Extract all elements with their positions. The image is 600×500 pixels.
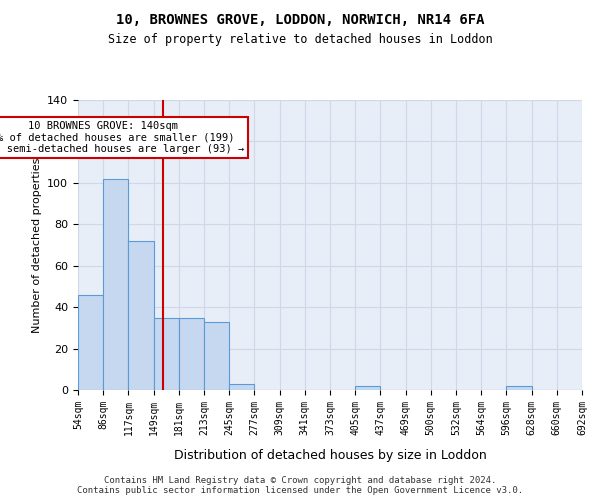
Bar xyxy=(229,384,254,390)
Bar xyxy=(103,178,128,390)
Bar xyxy=(154,318,179,390)
Text: 10, BROWNES GROVE, LODDON, NORWICH, NR14 6FA: 10, BROWNES GROVE, LODDON, NORWICH, NR14… xyxy=(116,12,484,26)
Y-axis label: Number of detached properties: Number of detached properties xyxy=(32,158,41,332)
Bar xyxy=(128,241,154,390)
Bar xyxy=(179,318,204,390)
Bar xyxy=(204,322,229,390)
Text: Size of property relative to detached houses in Loddon: Size of property relative to detached ho… xyxy=(107,32,493,46)
X-axis label: Distribution of detached houses by size in Loddon: Distribution of detached houses by size … xyxy=(173,449,487,462)
Bar xyxy=(506,386,532,390)
Text: Contains HM Land Registry data © Crown copyright and database right 2024.
Contai: Contains HM Land Registry data © Crown c… xyxy=(77,476,523,495)
Bar xyxy=(78,294,103,390)
Text: 10 BROWNES GROVE: 140sqm
← 68% of detached houses are smaller (199)
32% of semi-: 10 BROWNES GROVE: 140sqm ← 68% of detach… xyxy=(0,120,244,154)
Bar xyxy=(355,386,380,390)
